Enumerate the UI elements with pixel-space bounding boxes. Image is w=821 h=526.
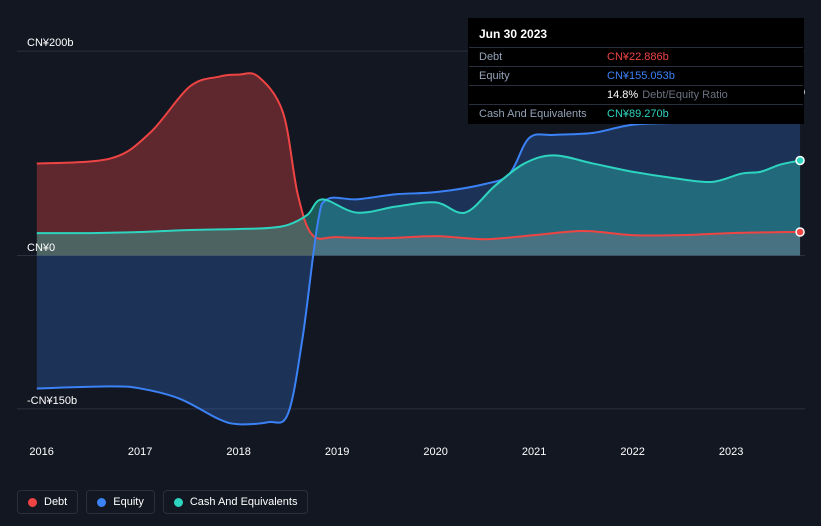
x-axis-label: 2019 — [325, 446, 349, 458]
y-axis-label: -CN¥150b — [27, 395, 77, 407]
legend-label: Debt — [44, 496, 67, 508]
tooltip-row-value: CN¥89.270b — [607, 108, 669, 120]
x-axis-label: 2023 — [719, 446, 743, 458]
legend-item-equity[interactable]: Equity — [86, 490, 155, 514]
tooltip-row-label: Equity — [479, 70, 607, 82]
legend-dot-icon — [174, 498, 183, 507]
tooltip-row-value: CN¥22.886b — [607, 51, 669, 63]
tooltip-row-label: Debt — [479, 51, 607, 63]
legend-item-debt[interactable]: Debt — [17, 490, 78, 514]
tooltip-row-value: 14.8% — [607, 89, 638, 101]
legend-label: Cash And Equivalents — [190, 496, 298, 508]
x-axis-label: 2018 — [226, 446, 250, 458]
x-axis-label: 2016 — [29, 446, 53, 458]
legend-dot-icon — [97, 498, 106, 507]
legend-item-cash[interactable]: Cash And Equivalents — [163, 490, 309, 514]
x-axis-label: 2017 — [128, 446, 152, 458]
legend: Debt Equity Cash And Equivalents — [17, 490, 308, 514]
chart-container: CN¥200b CN¥0 -CN¥150b 2016 2017 2018 2019 2020… — [0, 0, 821, 526]
tooltip-row-extra: Debt/Equity Ratio — [642, 89, 728, 101]
tooltip-panel: Jun 30 2023 Debt CN¥22.886b Equity CN¥15… — [468, 18, 804, 124]
legend-label: Equity — [113, 496, 144, 508]
x-axis-label: 2022 — [620, 446, 644, 458]
x-axis-label: 2021 — [522, 446, 546, 458]
y-axis-label: CN¥200b — [27, 37, 73, 49]
legend-dot-icon — [28, 498, 37, 507]
x-axis-labels: 2016 2017 2018 2019 2020 2021 2022 2023 — [17, 446, 805, 466]
tooltip-row-debt: Debt CN¥22.886b — [469, 47, 803, 66]
tooltip-row-cash: Cash And Equivalents CN¥89.270b — [469, 104, 803, 123]
tooltip-row-label: Cash And Equivalents — [479, 108, 607, 120]
x-axis-label: 2020 — [423, 446, 447, 458]
tooltip-row-ratio: 14.8% Debt/Equity Ratio — [469, 85, 803, 104]
y-axis-label: CN¥0 — [27, 242, 55, 254]
tooltip-date: Jun 30 2023 — [469, 25, 803, 47]
tooltip-row-equity: Equity CN¥155.053b — [469, 66, 803, 85]
tooltip-row-value: CN¥155.053b — [607, 70, 675, 82]
